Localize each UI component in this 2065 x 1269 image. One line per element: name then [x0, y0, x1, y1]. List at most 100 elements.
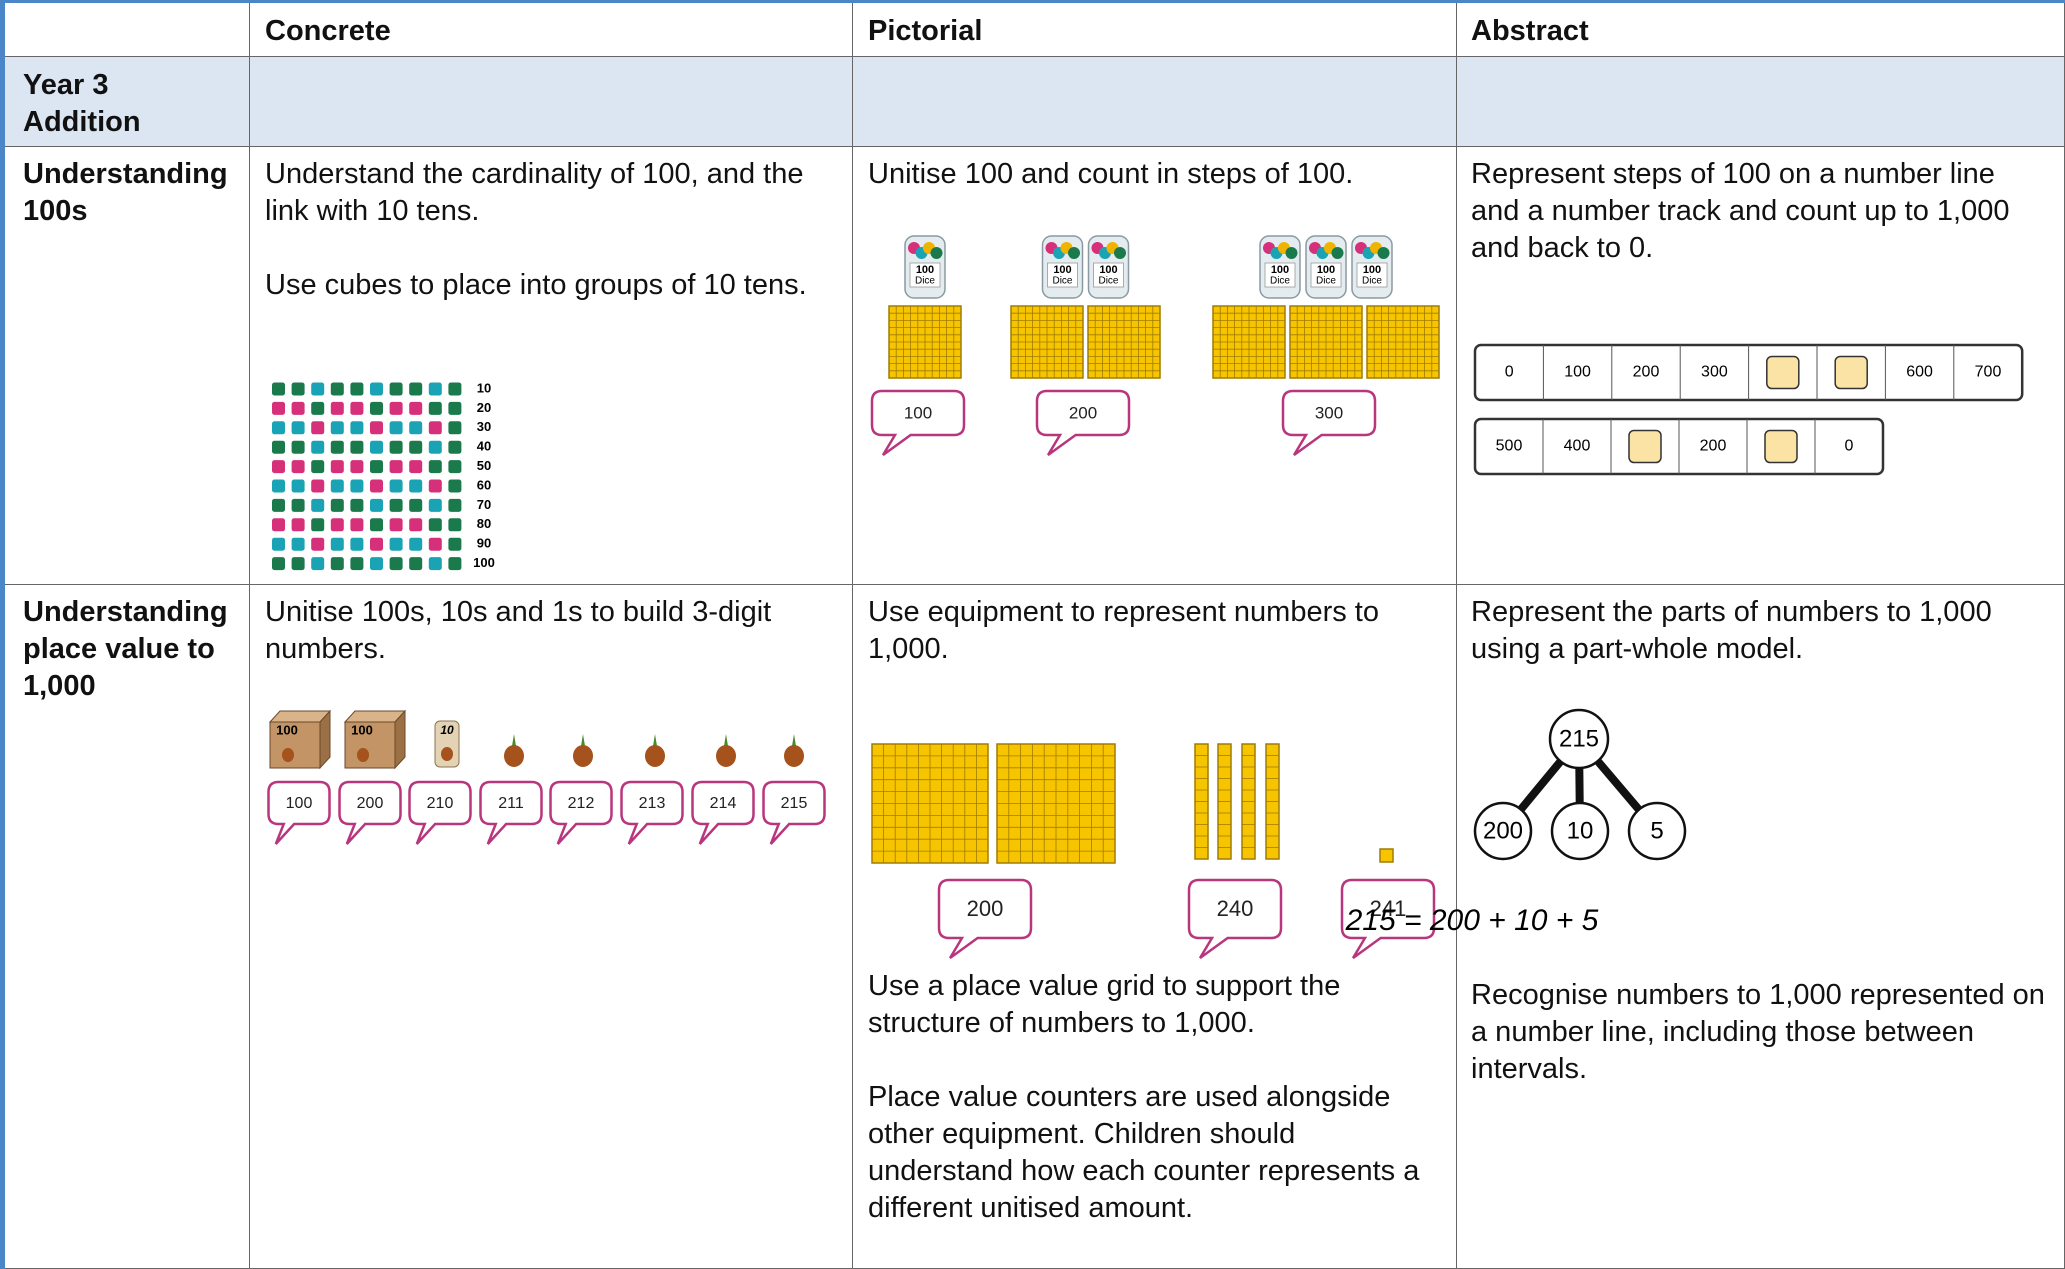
jar-label-bg — [1310, 262, 1342, 288]
cube — [428, 518, 442, 532]
jar-label: 100 — [1363, 264, 1381, 276]
cube — [409, 440, 423, 454]
cube — [350, 479, 364, 493]
cube — [370, 440, 383, 454]
missing-number-box — [1834, 355, 1868, 390]
cube — [409, 421, 423, 435]
cube — [291, 460, 305, 474]
jar-label: Dice — [915, 276, 935, 287]
cube — [409, 479, 423, 493]
cube — [409, 518, 423, 532]
cube — [291, 401, 305, 415]
cube — [448, 401, 462, 415]
onion — [282, 748, 294, 762]
cube — [370, 557, 383, 571]
track-number: 500 — [1496, 438, 1523, 455]
cell-text: Use equipment to represent numbers to 1,… — [868, 596, 1379, 665]
cube — [428, 537, 442, 551]
cube-count-label: 90 — [477, 536, 491, 551]
speech-bubble — [762, 780, 826, 845]
speech-bubble — [408, 780, 472, 845]
cube — [350, 421, 364, 435]
cube — [330, 557, 344, 571]
cell — [853, 57, 1457, 147]
jar-label: Dice — [1098, 276, 1118, 287]
jar-label: Dice — [1362, 276, 1382, 287]
cube — [409, 537, 423, 551]
cube — [350, 537, 364, 551]
cube — [370, 460, 383, 474]
cube-count-label: 60 — [477, 477, 491, 492]
cube — [350, 557, 364, 571]
part-value: 200 — [1483, 817, 1523, 844]
cube — [409, 460, 423, 474]
cube — [311, 518, 325, 532]
cube — [291, 421, 305, 435]
cell — [853, 0, 1457, 57]
track-number: 600 — [1906, 364, 1933, 381]
jar-dice — [1285, 247, 1298, 259]
speech-bubble — [267, 780, 331, 845]
cube — [428, 479, 442, 493]
bubble-label: 200 — [357, 795, 384, 812]
cell-text: Recognise numbers to 1,000 represented o… — [1471, 979, 2045, 1085]
cube — [409, 498, 423, 512]
whole-value: 215 — [1559, 725, 1599, 752]
speech-bubble — [1281, 389, 1377, 457]
cube — [448, 479, 462, 493]
jar-label-bg — [1093, 262, 1124, 288]
jar-label: Dice — [1052, 276, 1072, 287]
track-number: 200 — [1700, 438, 1727, 455]
track-number: 700 — [1975, 364, 2002, 381]
cell-text: Use cubes to place into groups of 10 ten… — [265, 269, 807, 301]
bubble-label: 100 — [286, 795, 313, 812]
speech-bubble — [479, 780, 543, 845]
speech-bubble — [549, 780, 613, 845]
header: Pictorial — [868, 15, 983, 47]
jar-label: 100 — [916, 264, 934, 276]
cube — [311, 440, 325, 454]
cube — [330, 401, 344, 415]
jar-label: 100 — [1271, 264, 1289, 276]
cube — [272, 382, 285, 396]
part-value: 5 — [1650, 817, 1663, 844]
cube — [428, 382, 442, 396]
cube — [272, 498, 285, 512]
cube — [311, 537, 325, 551]
top-border — [0, 0, 2065, 3]
cube-count-label: 70 — [477, 497, 491, 512]
cell — [250, 0, 853, 57]
speech-bubble — [937, 878, 1033, 960]
onion — [441, 747, 453, 761]
jar-label: 100 — [1053, 264, 1071, 276]
cube — [272, 537, 285, 551]
track-number: 300 — [1701, 364, 1728, 381]
onion — [504, 745, 524, 767]
cube — [428, 498, 442, 512]
cube — [330, 421, 344, 435]
row-label: Understanding 100s — [23, 158, 228, 227]
cube — [291, 498, 305, 512]
cell — [0, 0, 250, 57]
cube — [409, 557, 423, 571]
onion-top — [512, 734, 516, 746]
cube — [330, 537, 344, 551]
hundred-box-front — [344, 721, 396, 769]
missing-number-box — [1766, 355, 1800, 390]
cube — [409, 382, 423, 396]
onion — [357, 748, 369, 762]
track-number: 200 — [1633, 364, 1660, 381]
header: Abstract — [1471, 15, 1589, 47]
cube — [370, 479, 383, 493]
cube — [311, 460, 325, 474]
cube — [311, 382, 325, 396]
cube-count-label: 20 — [477, 400, 491, 415]
bubble-label: 100 — [904, 403, 932, 422]
cube — [330, 498, 344, 512]
onion — [784, 745, 804, 767]
speech-bubble — [338, 780, 402, 845]
cell-text: Represent the parts of numbers to 1,000 … — [1471, 596, 1992, 665]
cube — [428, 460, 442, 474]
ten-bag — [434, 720, 460, 768]
